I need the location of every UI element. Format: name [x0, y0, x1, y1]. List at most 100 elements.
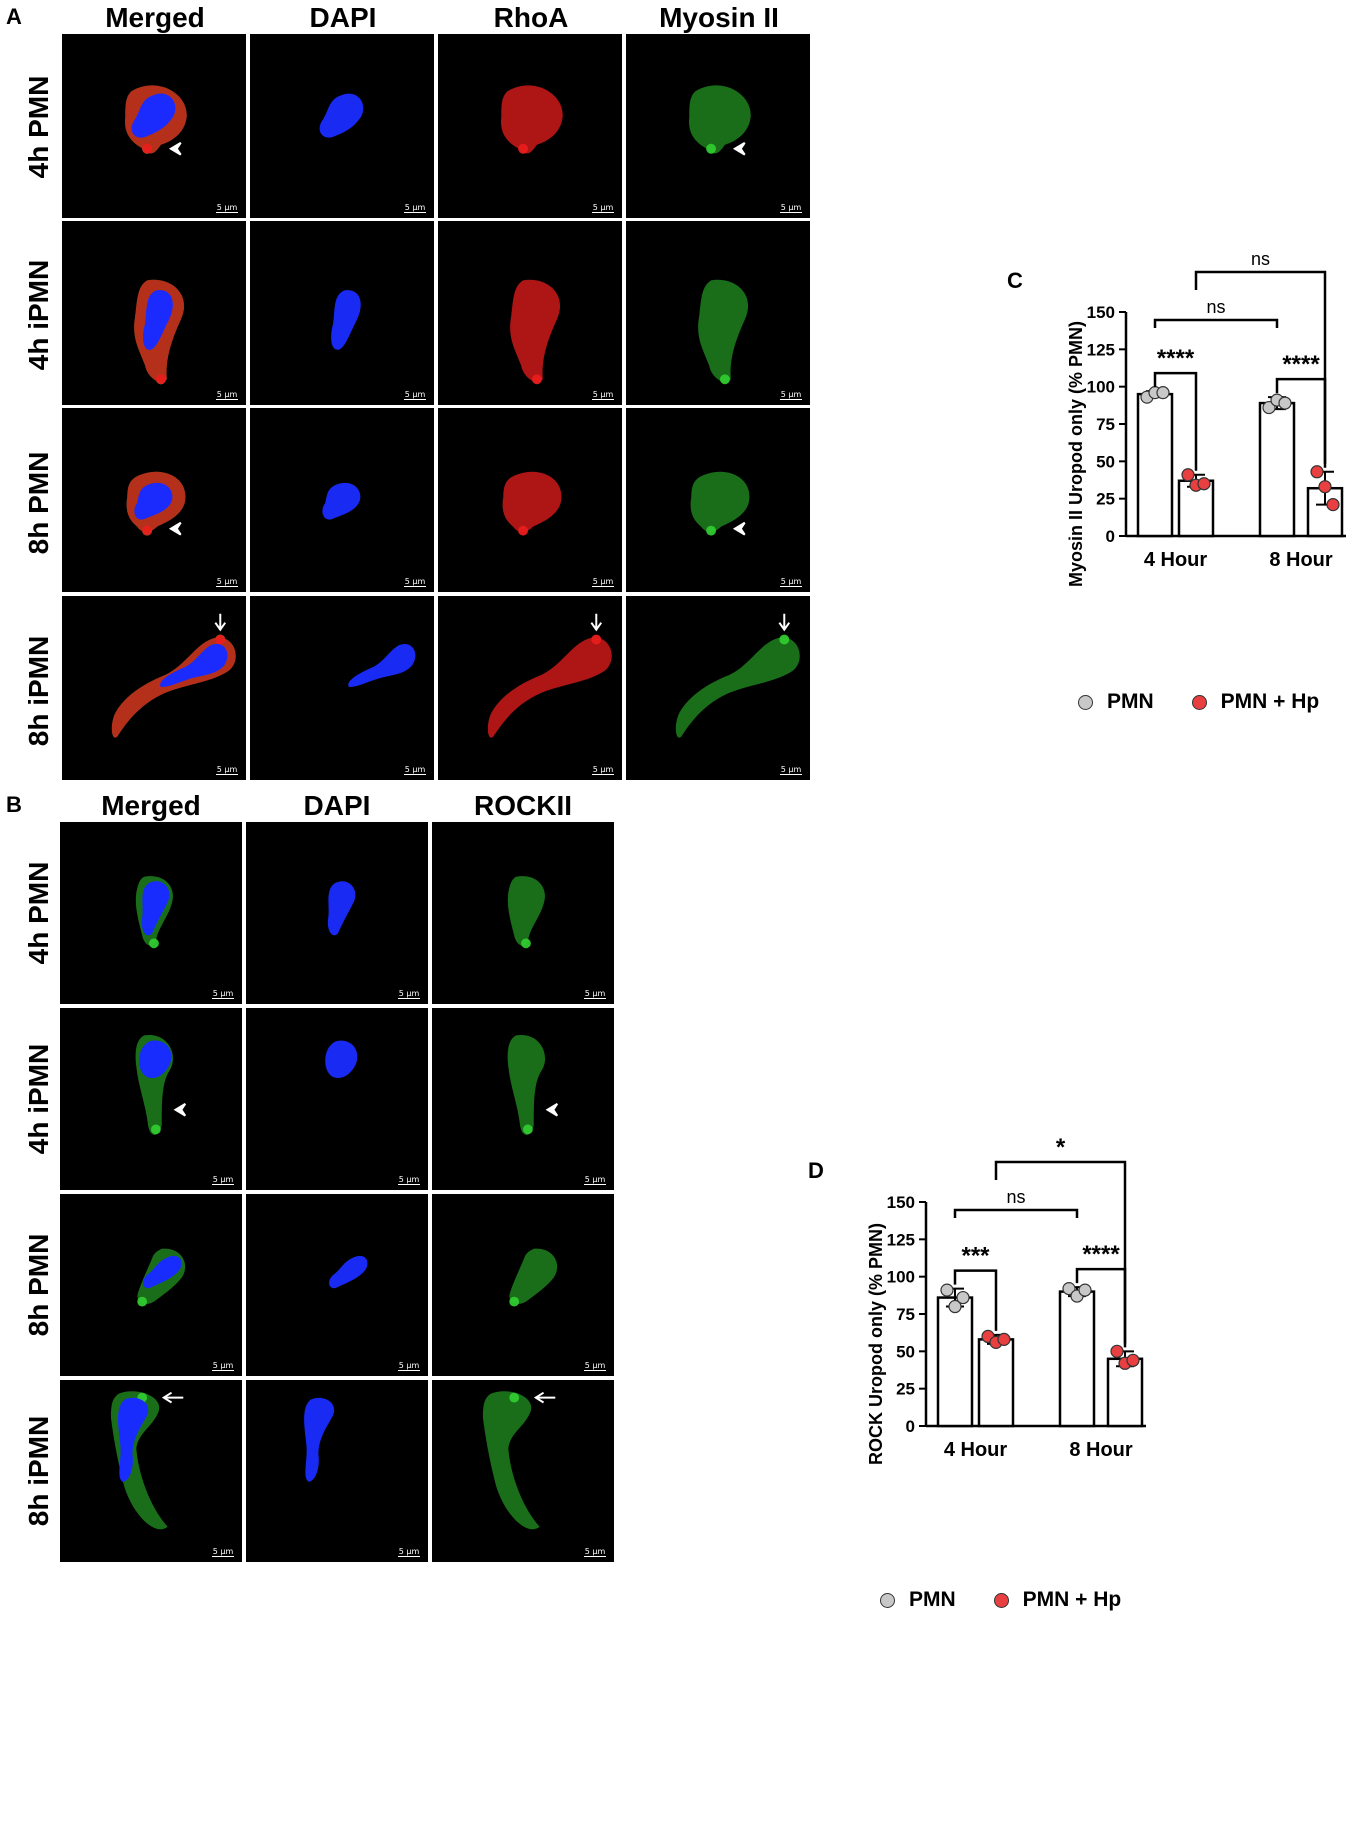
data-point: [956, 1290, 970, 1305]
scale-bar-label: 5 µm: [592, 765, 614, 774]
panel-a-micrograph-r1-c2: 5 µm: [250, 34, 434, 218]
data-point: [1078, 1283, 1092, 1297]
panel-b-micrograph-r4-c1: 5 µm: [60, 1380, 242, 1562]
scale-bar: 5 µm: [398, 1361, 420, 1371]
scale-bar-label: 5 µm: [216, 765, 238, 774]
data-point: [1326, 498, 1340, 512]
panel-b-micrograph-r3-c3: 5 µm: [432, 1194, 614, 1376]
scale-bar-line: [584, 1556, 606, 1557]
scale-bar-label: 5 µm: [584, 1361, 606, 1370]
scale-bar-label: 5 µm: [216, 390, 238, 399]
scale-bar: 5 µm: [780, 203, 802, 213]
panel-a-micrograph-r2-c3: 5 µm: [438, 221, 622, 405]
scale-bar-label: 5 µm: [212, 1361, 234, 1370]
scale-bar-line: [398, 1370, 420, 1371]
scale-bar-line: [216, 212, 238, 213]
panel-b-col-rockii: ROCKII: [474, 790, 572, 821]
bar: [936, 1296, 974, 1428]
y-tick-label: 100: [1087, 378, 1115, 397]
panel-c-label: C: [1007, 268, 1023, 293]
significance-label: *: [1056, 1134, 1066, 1161]
panel-a-micrograph-r3-c4: 5 µm: [626, 408, 810, 592]
panel-a-col-dapi: DAPI: [309, 2, 377, 33]
scale-bar: 5 µm: [592, 390, 614, 400]
arrow-marker-icon: [778, 613, 791, 632]
data-point: [997, 1332, 1011, 1346]
scale-bar-label: 5 µm: [212, 1547, 234, 1556]
y-tick-label: 25: [896, 1380, 915, 1399]
scale-bar-line: [404, 399, 426, 400]
data-point: [1310, 465, 1324, 479]
panel-a-micrograph-r1-c4: 5 µm: [626, 34, 810, 218]
panel-a-row-1: 4h PMN: [23, 75, 54, 179]
scale-bar-line: [216, 399, 238, 400]
scale-bar-line: [216, 774, 238, 775]
y-tick-label: 75: [896, 1305, 915, 1324]
significance-label: ****: [1157, 345, 1195, 372]
panel-a-micrograph-r4-c1: 5 µm: [62, 596, 246, 780]
scale-bar-line: [780, 774, 802, 775]
scale-bar-line: [404, 212, 426, 213]
y-tick-label: 150: [1087, 303, 1115, 322]
panel-b-micrograph-r2-c3: 5 µm: [432, 1008, 614, 1190]
scale-bar-line: [592, 586, 614, 587]
significance-label: ****: [1282, 351, 1320, 378]
panel-a-micrograph-r2-c4: 5 µm: [626, 221, 810, 405]
panel-a-row-3: 8h PMN: [23, 451, 54, 555]
scale-bar-line: [584, 998, 606, 999]
significance-bracket: [1194, 270, 1327, 464]
data-point: [1126, 1353, 1140, 1367]
scale-bar: 5 µm: [404, 390, 426, 400]
scale-bar: 5 µm: [780, 577, 802, 587]
significance-label: ns: [1251, 249, 1270, 269]
scale-bar: 5 µm: [398, 989, 420, 999]
arrow-marker-icon: [214, 613, 227, 632]
scale-bar: 5 µm: [780, 765, 802, 775]
scale-bar-label: 5 µm: [592, 577, 614, 586]
scale-bar: 5 µm: [216, 203, 238, 213]
scale-bar-line: [216, 586, 238, 587]
y-tick-label: 150: [887, 1193, 915, 1212]
scale-bar: 5 µm: [216, 390, 238, 400]
scale-bar-label: 5 µm: [404, 577, 426, 586]
scale-bar-label: 5 µm: [212, 989, 234, 998]
scale-bar: 5 µm: [398, 1175, 420, 1185]
panel-a-row-2: 4h iPMN: [23, 259, 54, 371]
chart-d-legend: PMN PMN + Hp: [880, 1588, 1121, 1612]
panel-b-col-dapi: DAPI: [303, 790, 371, 821]
pmn-hp-legend-marker-icon: [1191, 694, 1207, 710]
scale-bar-label: 5 µm: [404, 203, 426, 212]
panel-a-micrograph-r3-c1: 5 µm: [62, 408, 246, 592]
bar: [977, 1338, 1015, 1428]
scale-bar-line: [584, 1370, 606, 1371]
scale-bar-label: 5 µm: [584, 1547, 606, 1556]
scale-bar: 5 µm: [212, 1361, 234, 1371]
significance-bracket: [1153, 371, 1198, 471]
y-tick-label: 0: [906, 1417, 915, 1436]
data-point: [1062, 1282, 1076, 1296]
significance-label: ***: [961, 1243, 990, 1270]
scale-bar-label: 5 µm: [398, 1175, 420, 1184]
panel-b-label: B: [6, 792, 22, 817]
data-point: [940, 1283, 954, 1297]
scale-bar-line: [398, 998, 420, 999]
scale-bar: 5 µm: [216, 765, 238, 775]
scale-bar-line: [404, 774, 426, 775]
panel-a-micrograph-r4-c2: 5 µm: [250, 596, 434, 780]
scale-bar-line: [212, 998, 234, 999]
chart-d-legend-pmn-hp: PMN + Hp: [1022, 1588, 1122, 1611]
scale-bar-line: [212, 1370, 234, 1371]
scale-bar-label: 5 µm: [404, 765, 426, 774]
scale-bar-line: [780, 586, 802, 587]
panel-a-micrograph-r2-c1: 5 µm: [62, 221, 246, 405]
arrowhead-marker-icon: [173, 1103, 187, 1117]
scale-bar: 5 µm: [780, 390, 802, 400]
scale-bar: 5 µm: [212, 1175, 234, 1185]
scale-bar-label: 5 µm: [780, 203, 802, 212]
y-tick-label: 0: [1106, 527, 1115, 546]
y-tick-label: 125: [887, 1230, 915, 1249]
pmn-legend-marker-icon: [880, 1592, 895, 1608]
significance-label: ns: [1206, 297, 1225, 317]
scale-bar: 5 µm: [212, 989, 234, 999]
scale-bar-line: [398, 1556, 420, 1557]
